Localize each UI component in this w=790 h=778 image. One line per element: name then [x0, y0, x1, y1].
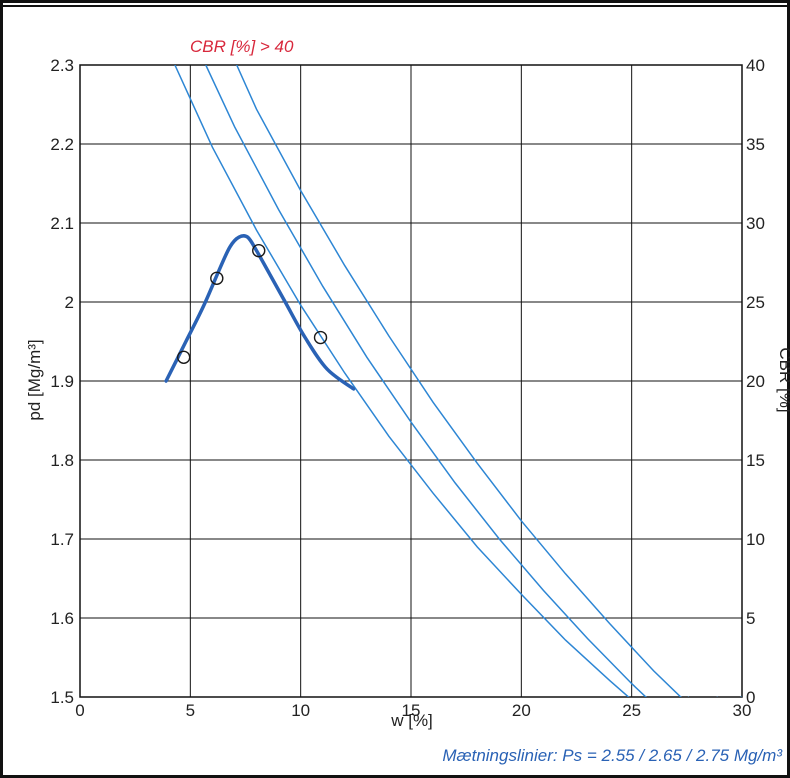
y2-tick-label: 15 — [746, 451, 765, 470]
y-tick-label: 2.3 — [50, 56, 74, 75]
saturation-line-2.65 — [205, 65, 718, 697]
y2-tick-labels: 0 5 10 15 20 25 30 35 40 — [746, 56, 765, 707]
y2-tick-label: 10 — [746, 530, 765, 549]
y-tick-label: 2.1 — [50, 214, 74, 233]
x-tick-label: 10 — [291, 701, 310, 720]
data-point — [177, 350, 191, 364]
y2-tick-label: 25 — [746, 293, 765, 312]
y-tick-label: 1.8 — [50, 451, 74, 470]
y-tick-label: 1.6 — [50, 609, 74, 628]
x-tick-label: 0 — [75, 701, 84, 720]
y2-tick-label: 40 — [746, 56, 765, 75]
y-axis-title: pd [Mg/m³] — [25, 339, 44, 420]
y-tick-label: 2.2 — [50, 135, 74, 154]
plot-border — [79, 64, 743, 698]
cbr-annotation: CBR [%] > 40 — [190, 37, 294, 56]
y-tick-label: 1.9 — [50, 372, 74, 391]
y-tick-labels: 1.5 1.6 1.7 1.8 1.9 2 2.1 2.2 2.3 — [50, 56, 74, 707]
x-axis-title: w [%] — [390, 711, 433, 730]
y2-tick-label: 30 — [746, 214, 765, 233]
y2-tick-label: 35 — [746, 135, 765, 154]
saturation-line-2.75 — [236, 65, 742, 697]
x-tick-label: 25 — [622, 701, 641, 720]
saturation-line-2.55 — [174, 65, 689, 697]
y-tick-label: 1.5 — [50, 688, 74, 707]
x-tick-label: 30 — [733, 701, 752, 720]
x-tick-label: 20 — [512, 701, 531, 720]
data-point — [252, 243, 266, 258]
data-point — [313, 330, 328, 345]
y-tick-label: 2 — [65, 293, 74, 312]
compaction-curve — [164, 234, 356, 391]
saturation-annotation: Mætningslinier: Ps = 2.55 / 2.65 / 2.75 … — [442, 746, 783, 765]
data-point — [210, 271, 224, 285]
compaction-curve-layer — [164, 234, 356, 391]
x-tick-label: 15 — [402, 701, 421, 720]
y2-axis-title: CBR [%] — [776, 347, 790, 412]
data-points — [177, 243, 328, 364]
y2-tick-label: 0 — [746, 688, 755, 707]
y2-tick-label: 20 — [746, 372, 765, 391]
x-tick-label: 5 — [186, 701, 195, 720]
grid — [79, 64, 743, 698]
saturation-lines — [174, 65, 742, 697]
y2-tick-label: 5 — [746, 609, 755, 628]
x-tick-labels: 0 5 10 15 20 25 30 — [75, 701, 751, 720]
y-tick-label: 1.7 — [50, 530, 74, 549]
